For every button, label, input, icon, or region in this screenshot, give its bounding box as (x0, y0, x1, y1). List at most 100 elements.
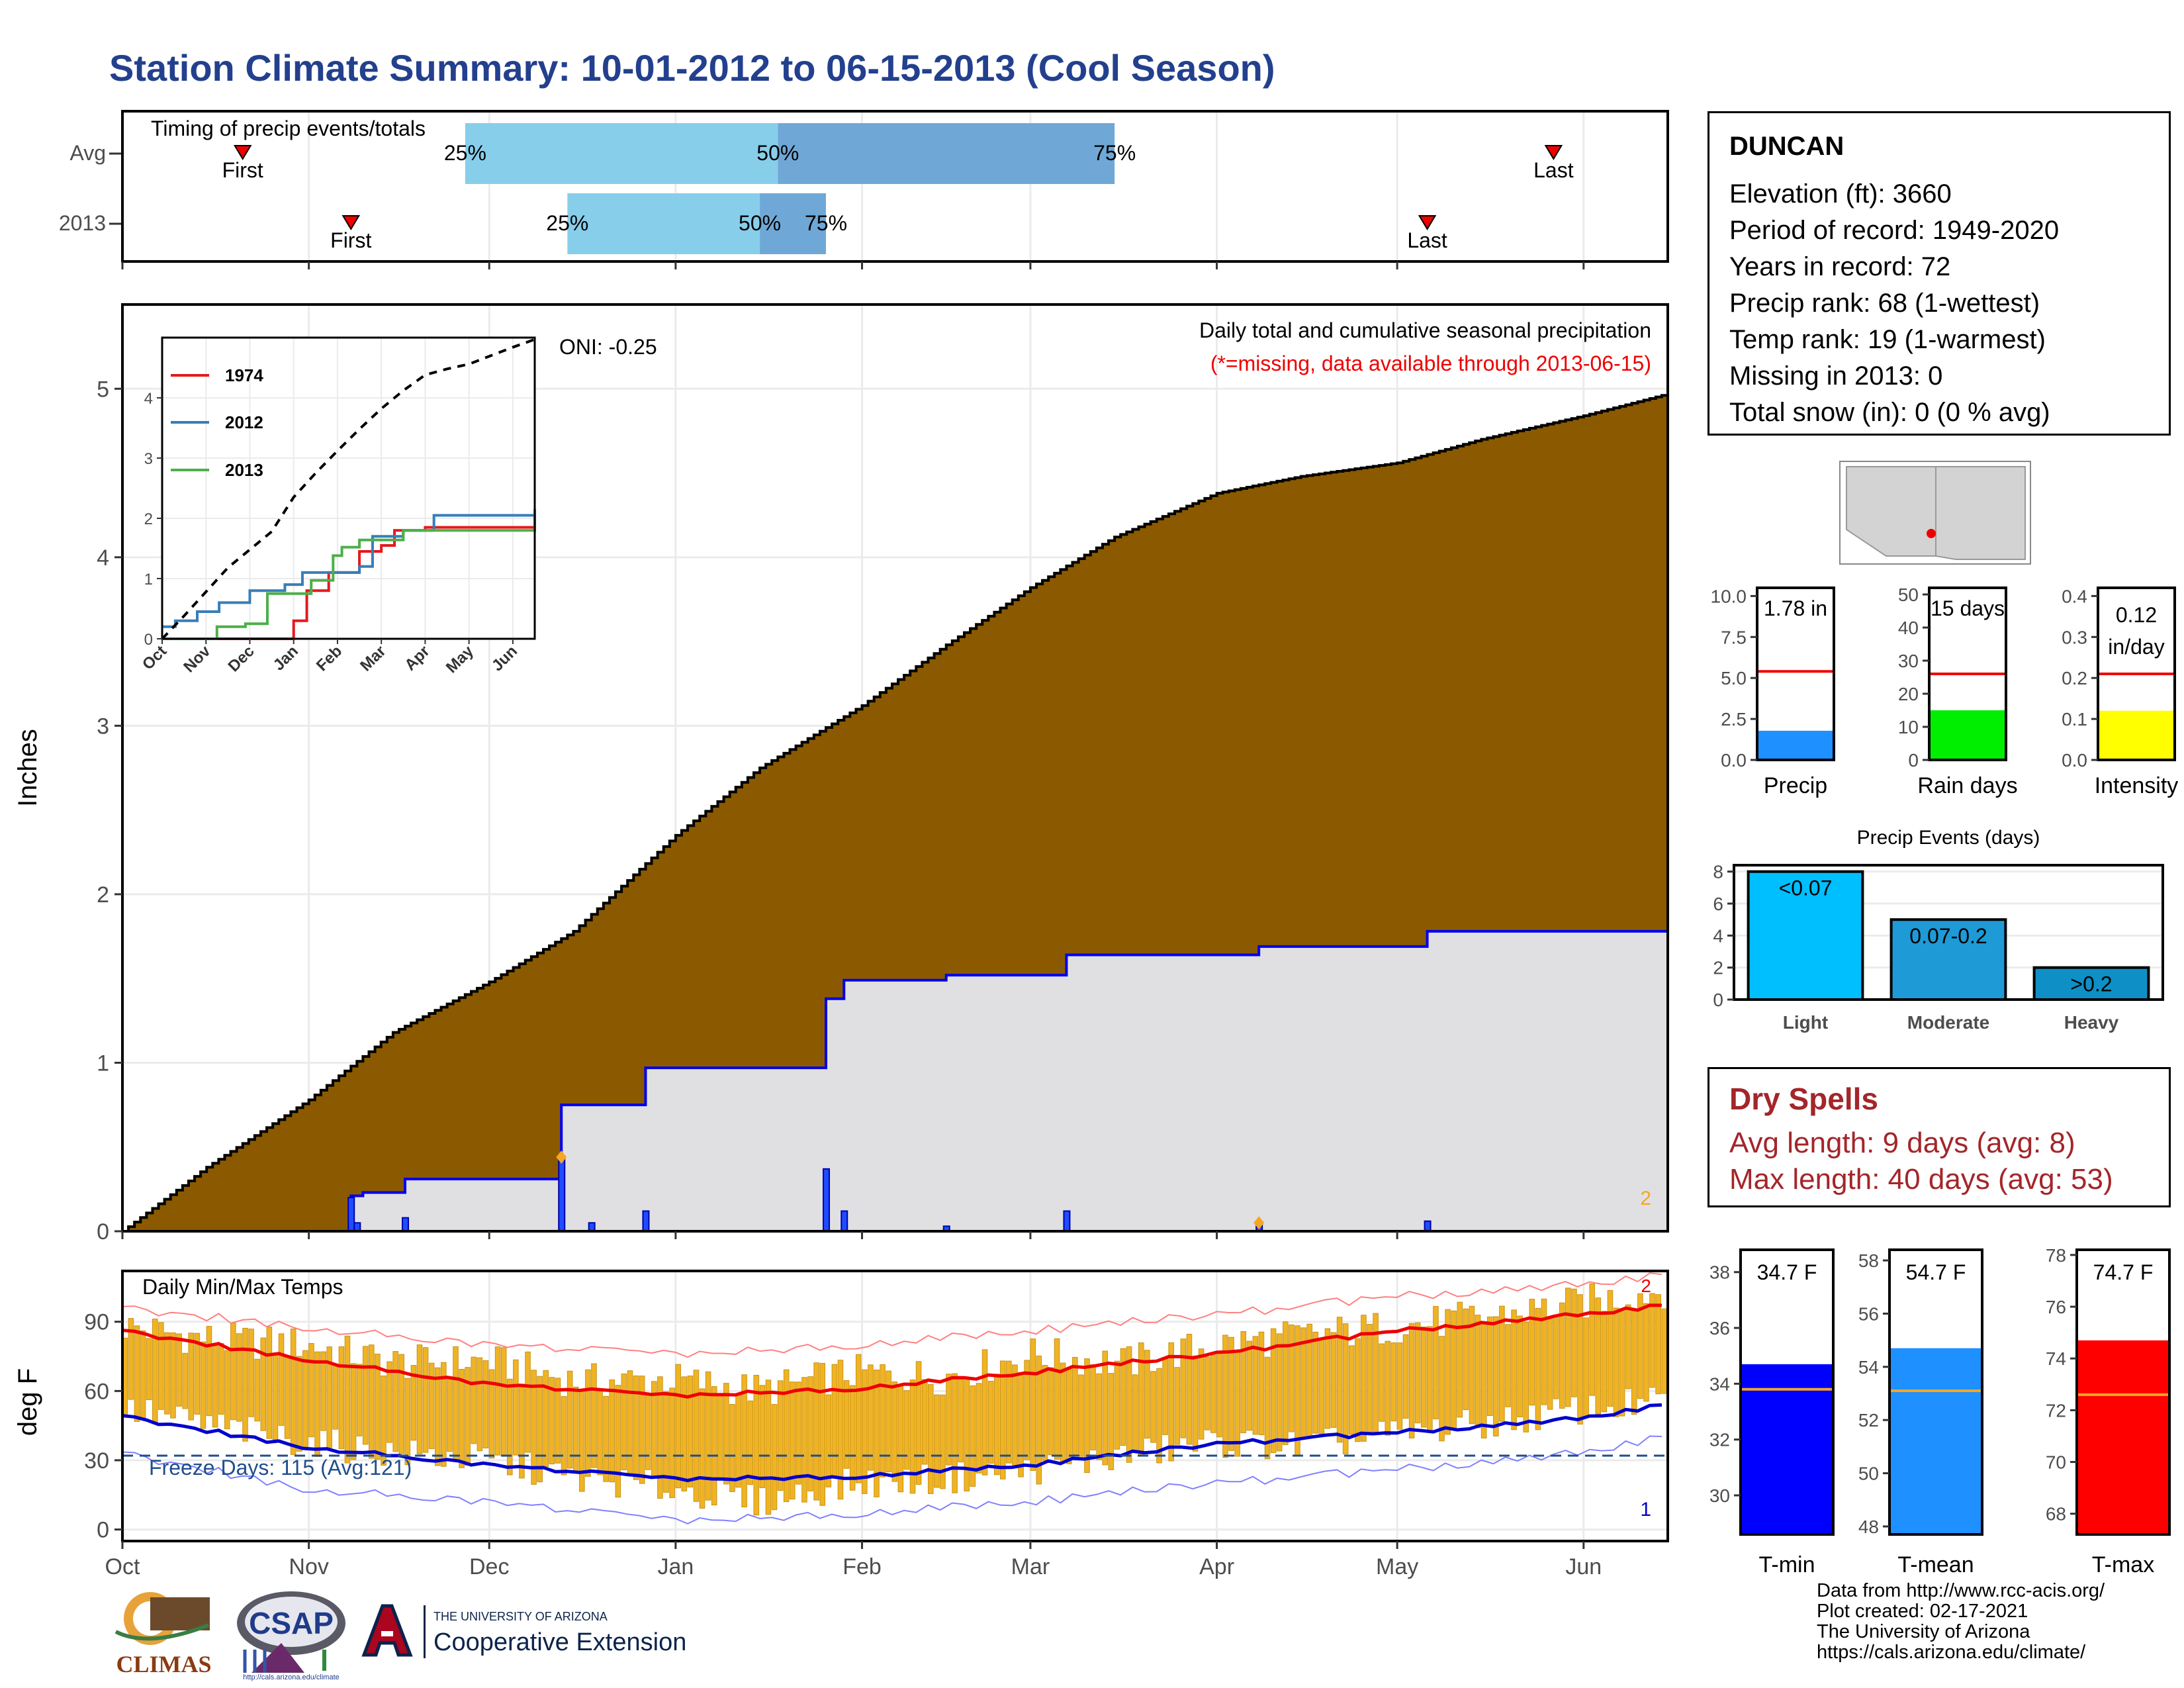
temp-daily-bar (1631, 1310, 1637, 1415)
temp-daily-bar (1318, 1337, 1325, 1434)
timing-first-label: First (222, 158, 263, 182)
temp-daily-bar (837, 1360, 844, 1500)
temp-daily-bar (657, 1376, 663, 1499)
ua-extension: Cooperative Extension (433, 1628, 687, 1656)
temp-daily-bar (398, 1354, 405, 1454)
events-category-label: Light (1783, 1012, 1828, 1033)
temp-daily-bar (1348, 1345, 1355, 1435)
temp-daily-bar (735, 1393, 741, 1488)
csap-wordmark: CSAP (249, 1606, 334, 1640)
events-y-tick-label: 6 (1713, 894, 1723, 914)
temp-daily-bar (459, 1369, 465, 1468)
events-bar-moderate (1889, 918, 2007, 1001)
temp-gauge-y-tick-label: 78 (2046, 1245, 2066, 1266)
dry-spells-max: Max length: 40 days (avg: 53) (1729, 1163, 2113, 1196)
temp-daily-bar (531, 1370, 537, 1485)
temp-daily-bar (771, 1404, 778, 1511)
temp-daily-bar (1240, 1331, 1247, 1433)
temp-daily-bar (1114, 1360, 1120, 1450)
temp-daily-bar (993, 1374, 1000, 1476)
temp-daily-bar (1433, 1305, 1439, 1420)
temp-daily-bar (350, 1363, 357, 1460)
temp-daily-bar (1048, 1367, 1054, 1456)
temp-gauge-label: T-mean (1897, 1552, 1974, 1577)
temp-daily-bar (1330, 1332, 1337, 1428)
temp-daily-bar (308, 1342, 314, 1438)
temp-daily-bar (453, 1346, 459, 1461)
temp-daily-bar (254, 1358, 260, 1422)
temp-daily-bar (549, 1377, 555, 1465)
gauge-y-tick-label: 2.5 (1721, 709, 1747, 729)
temp-daily-bar (1336, 1317, 1343, 1443)
credits-university: The University of Arizona (1817, 1621, 2030, 1642)
precip-daily-bar (823, 1168, 831, 1233)
temp-daily-bar (693, 1370, 700, 1502)
temp-record-min-line (122, 1435, 1662, 1524)
temp-daily-bar (1463, 1308, 1469, 1411)
temp-daily-bar (855, 1354, 862, 1483)
page-title: Station Climate Summary: 10-01-2012 to 0… (109, 47, 1275, 89)
temp-daily-bar (874, 1370, 880, 1497)
csap-logo: CSAP http://cals.arizona.edu/climate (232, 1583, 351, 1683)
temp-daily-bar (801, 1377, 807, 1503)
temp-daily-bar (1469, 1305, 1475, 1425)
temp-daily-bar (488, 1369, 495, 1459)
temp-daily-bar (1505, 1324, 1511, 1407)
credits-date: Plot created: 02-17-2021 (1817, 1601, 2028, 1622)
temp-daily-bar (1054, 1338, 1060, 1460)
temp-daily-bar (1414, 1322, 1421, 1424)
temp-daily-bar (369, 1344, 375, 1459)
gauge-label: Intensity (2095, 773, 2179, 798)
temp-gauge-y-tick-label: 50 (1858, 1464, 1879, 1484)
temp-daily-bar (934, 1394, 940, 1488)
gauge-y-tick-label: 0.0 (1721, 750, 1747, 771)
temp-daily-bar (987, 1381, 994, 1464)
inset-legend-label: 2013 (225, 460, 263, 480)
temp-x-tick-label: Feb (842, 1554, 882, 1579)
timing-first-marker (341, 215, 361, 230)
temp-daily-bar (1150, 1371, 1156, 1443)
temp-daily-bar (868, 1364, 874, 1471)
temp-daily-bar (477, 1357, 483, 1452)
temp-gauge-frame (1888, 1248, 1983, 1536)
temp-daily-bar (1619, 1308, 1625, 1417)
gauge-y-tick-label: 5.0 (1721, 668, 1747, 688)
precip-missing-marker (1253, 1216, 1265, 1230)
temp-daily-bar (639, 1376, 645, 1484)
temp-corner-count-top: 2 (1641, 1276, 1651, 1296)
temp-panel-title: Daily Min/Max Temps (142, 1275, 343, 1299)
gauge-label: Precip (1764, 773, 1827, 798)
inset-legend-label: 1974 (225, 365, 263, 385)
precip-daily-bar (1063, 1210, 1071, 1233)
temp-daily-bar (1186, 1334, 1193, 1445)
oni-label: ONI: -0.25 (559, 335, 657, 359)
temp-daily-bar (1408, 1323, 1415, 1438)
temp-daily-bar (1571, 1288, 1577, 1397)
temp-daily-bar (152, 1319, 158, 1425)
temp-gauge-y-tick-label: 38 (1709, 1262, 1730, 1283)
temp-x-tick-label: Mar (1011, 1554, 1050, 1579)
temp-daily-bar (1379, 1343, 1385, 1422)
station-elevation: Elevation (ft): 3660 (1729, 179, 1952, 209)
temp-daily-bar (1445, 1309, 1451, 1435)
temp-daily-bar (886, 1370, 891, 1472)
temp-daily-bar (1595, 1297, 1602, 1415)
temp-daily-bar (819, 1363, 826, 1506)
temp-daily-bar (561, 1396, 567, 1476)
temp-daily-bar (140, 1330, 146, 1419)
temp-daily-bar (927, 1383, 934, 1494)
temp-daily-bar (242, 1327, 248, 1442)
temp-daily-bar (1342, 1323, 1349, 1454)
temp-daily-bar (1486, 1316, 1493, 1417)
temp-daily-bar (392, 1351, 398, 1452)
temp-daily-bar (284, 1356, 291, 1439)
temp-daily-bar (362, 1346, 369, 1445)
temp-y-axis-label: deg F (13, 1368, 42, 1436)
temp-daily-bar (410, 1365, 417, 1441)
temp-daily-bar (1060, 1362, 1066, 1463)
temp-daily-bar (952, 1373, 958, 1493)
timing-q50-label: 50% (756, 141, 799, 165)
precip-y-tick-label: 1 (97, 1051, 109, 1076)
temp-daily-bar (1258, 1331, 1265, 1436)
events-category-label: Moderate (1907, 1012, 1989, 1033)
